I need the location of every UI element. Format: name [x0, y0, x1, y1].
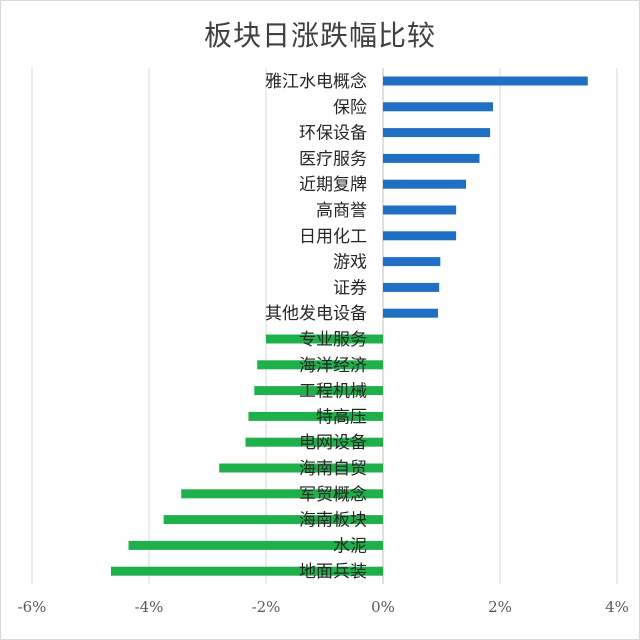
category-label: 水泥: [333, 536, 367, 556]
bar-8: [383, 257, 441, 267]
bar-19: [128, 540, 383, 550]
category-label: 专业服务: [299, 330, 367, 350]
category-label: 海南自贸: [299, 459, 367, 479]
category-label: 环保设备: [299, 124, 367, 144]
x-tick-label: 0%: [371, 598, 395, 616]
bar-2: [383, 102, 493, 112]
x-tick-label: 4%: [605, 598, 629, 616]
category-label: 医疗服务: [299, 149, 367, 169]
bar-10: [383, 308, 438, 318]
category-label: 高商誉: [316, 201, 367, 221]
category-label: 海洋经济: [299, 356, 367, 376]
x-tick-label: -2%: [252, 598, 281, 616]
category-label: 游戏: [333, 253, 367, 273]
x-tick-label: -6%: [18, 598, 47, 616]
bar-11: [266, 334, 383, 344]
bar-4: [383, 153, 480, 163]
bar-20: [110, 566, 383, 576]
category-label: 证券: [333, 278, 367, 298]
category-label: 特高压: [316, 407, 367, 427]
category-label: 工程机械: [299, 382, 367, 402]
bar-13: [254, 386, 383, 396]
bar-17: [181, 489, 383, 499]
bar-6: [383, 205, 457, 215]
category-label: 近期复牌: [299, 175, 367, 195]
category-label: 其他发电设备: [265, 304, 367, 324]
x-tick-label: -4%: [135, 598, 164, 616]
category-label: 地面兵装: [299, 562, 367, 582]
x-tick-label: 2%: [488, 598, 512, 616]
bar-1: [383, 76, 588, 86]
bar-7: [383, 231, 457, 241]
bar-3: [383, 128, 491, 138]
category-label: 雅江水电概念: [265, 71, 367, 92]
bar-16: [219, 463, 383, 473]
bar-5: [383, 179, 467, 189]
bar-15: [245, 437, 383, 447]
bar-14: [248, 411, 383, 421]
category-label: 日用化工: [299, 227, 367, 247]
category-label: 电网设备: [299, 433, 367, 453]
category-label: 海南板块: [299, 511, 367, 531]
bar-18: [163, 515, 383, 525]
bar-9: [383, 282, 440, 292]
category-label: 保险: [333, 98, 367, 118]
chart-title: 板块日涨跌幅比较: [203, 19, 436, 52]
category-label: 军贸概念: [299, 484, 367, 505]
bar-12: [257, 360, 383, 370]
